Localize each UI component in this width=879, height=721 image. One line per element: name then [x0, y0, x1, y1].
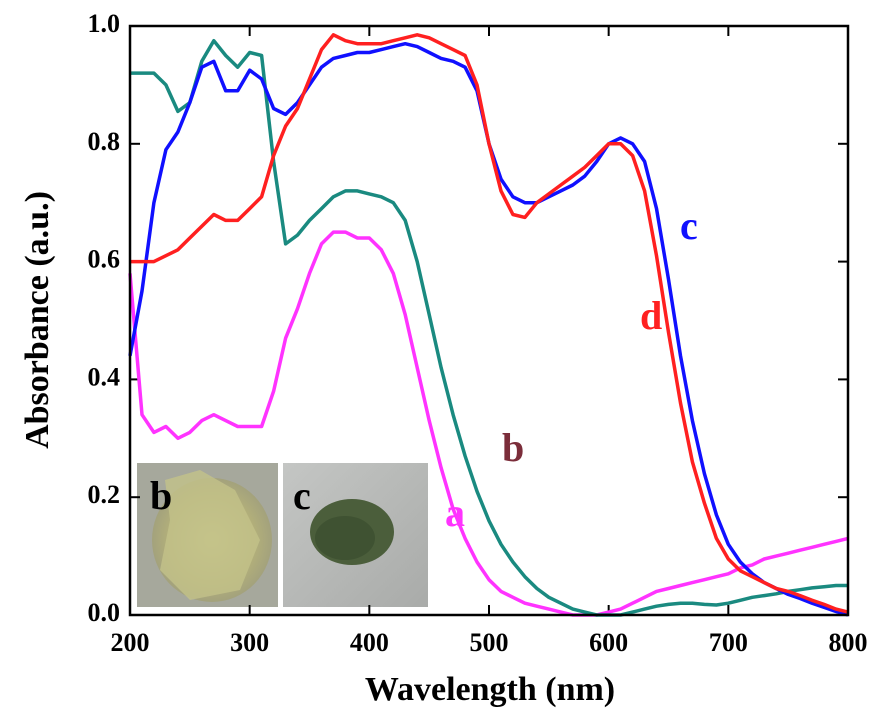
- inset-photo-b: b: [137, 463, 278, 607]
- inset-photo-c: c: [283, 463, 428, 607]
- series-label: a: [445, 490, 465, 535]
- x-tick-label: 700: [709, 628, 748, 657]
- y-tick-label: 0.0: [88, 598, 121, 627]
- x-axis-title: Wavelength (nm): [365, 671, 615, 708]
- y-axis-title: Absorbance (a.u.): [19, 191, 56, 449]
- y-tick-label: 0.6: [88, 245, 121, 274]
- chart: b c Wavelength (nm) Absorbance (a.u.) 0.…: [0, 0, 879, 716]
- x-tick-label: 800: [829, 628, 868, 657]
- series-label: b: [502, 425, 524, 470]
- x-tick-label: 600: [589, 628, 628, 657]
- y-tick-label: 0.2: [88, 480, 121, 509]
- x-tick-label: 300: [230, 628, 269, 657]
- inset-label: c: [293, 473, 311, 518]
- y-tick-label: 1.0: [88, 9, 121, 38]
- x-tick-label: 200: [111, 628, 150, 657]
- x-tick-label: 400: [350, 628, 389, 657]
- y-tick-label: 0.8: [88, 127, 121, 156]
- y-tick-label: 0.4: [88, 362, 121, 391]
- x-tick-label: 500: [470, 628, 509, 657]
- series-label: d: [640, 293, 662, 338]
- series-label: c: [680, 203, 698, 248]
- inset-label: b: [150, 473, 172, 518]
